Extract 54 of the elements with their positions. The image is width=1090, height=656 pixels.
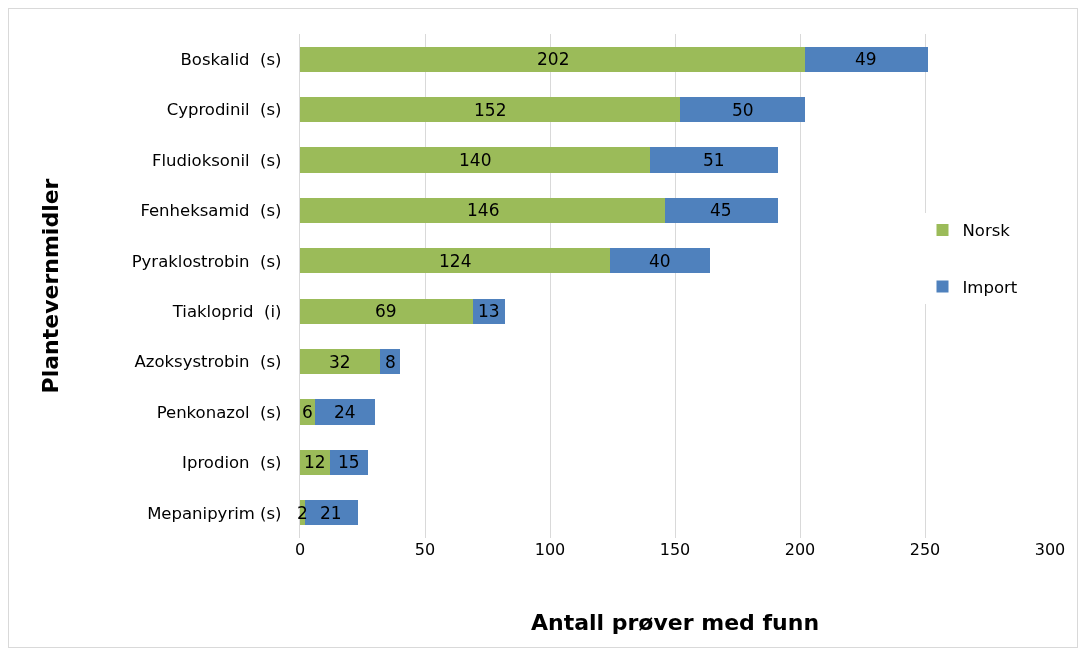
- data-label: 202: [537, 49, 570, 69]
- data-label: 15: [338, 452, 360, 472]
- y-tick-label: Boskalid (s): [180, 49, 282, 69]
- y-tick-label: Mepanipyrim (s): [147, 503, 282, 523]
- bar: [300, 349, 380, 375]
- y-tick-label: Penkonazol (s): [156, 402, 282, 422]
- data-label: 146: [467, 200, 500, 220]
- y-tick-label: Iprodion (s): [182, 453, 282, 473]
- data-label: 24: [334, 402, 356, 422]
- data-label: 40: [649, 251, 671, 271]
- bar: [300, 248, 610, 274]
- y-tick-label: Fludioksonil (s): [152, 150, 282, 170]
- bar: [665, 197, 778, 223]
- data-label: 45: [710, 200, 732, 220]
- data-label: 8: [385, 352, 396, 372]
- bar: [300, 147, 650, 173]
- bar: [650, 147, 778, 173]
- y-tick-label: Azoksystrobin (s): [134, 352, 282, 372]
- y-tick-label: Fenheksamid (s): [140, 201, 282, 221]
- legend-label: Import: [962, 277, 1018, 297]
- data-label: 69: [375, 301, 397, 321]
- x-tick-label: 200: [784, 540, 816, 559]
- bar: [305, 500, 358, 526]
- data-label: 32: [329, 352, 351, 372]
- bar: [300, 46, 805, 72]
- bar: [300, 298, 473, 324]
- data-label: 21: [320, 503, 342, 523]
- bar: [300, 197, 665, 223]
- data-label: 50: [732, 100, 754, 120]
- data-label: 6: [302, 402, 313, 422]
- data-label: 152: [474, 100, 507, 120]
- y-tick-label: Cyprodinil (s): [166, 100, 282, 120]
- data-label: 140: [459, 150, 492, 170]
- bar: [610, 248, 710, 274]
- y-axis-title: Plantevernmidler: [38, 178, 64, 394]
- data-label: 12: [304, 452, 326, 472]
- x-tick-label: 250: [909, 540, 941, 559]
- bar: [300, 97, 680, 123]
- data-label: 124: [439, 251, 472, 271]
- x-tick-label: 0: [294, 540, 306, 559]
- bar: [315, 399, 375, 425]
- data-label: 13: [478, 301, 500, 321]
- y-tick-label: Pyraklostrobin (s): [131, 251, 282, 271]
- bar: [680, 97, 805, 123]
- x-tick-label: 150: [659, 540, 691, 559]
- legend-label: Norsk: [962, 221, 1011, 241]
- x-tick-label: 100: [534, 540, 566, 559]
- x-tick-label: 300: [1034, 540, 1066, 559]
- x-axis-title: Antall prøver med funn: [530, 609, 820, 635]
- y-tick-label: Tiakloprid (i): [171, 301, 282, 321]
- data-label: 49: [855, 49, 877, 69]
- bar: [805, 46, 928, 72]
- data-label: 51: [703, 150, 725, 170]
- x-tick-label: 50: [414, 540, 436, 559]
